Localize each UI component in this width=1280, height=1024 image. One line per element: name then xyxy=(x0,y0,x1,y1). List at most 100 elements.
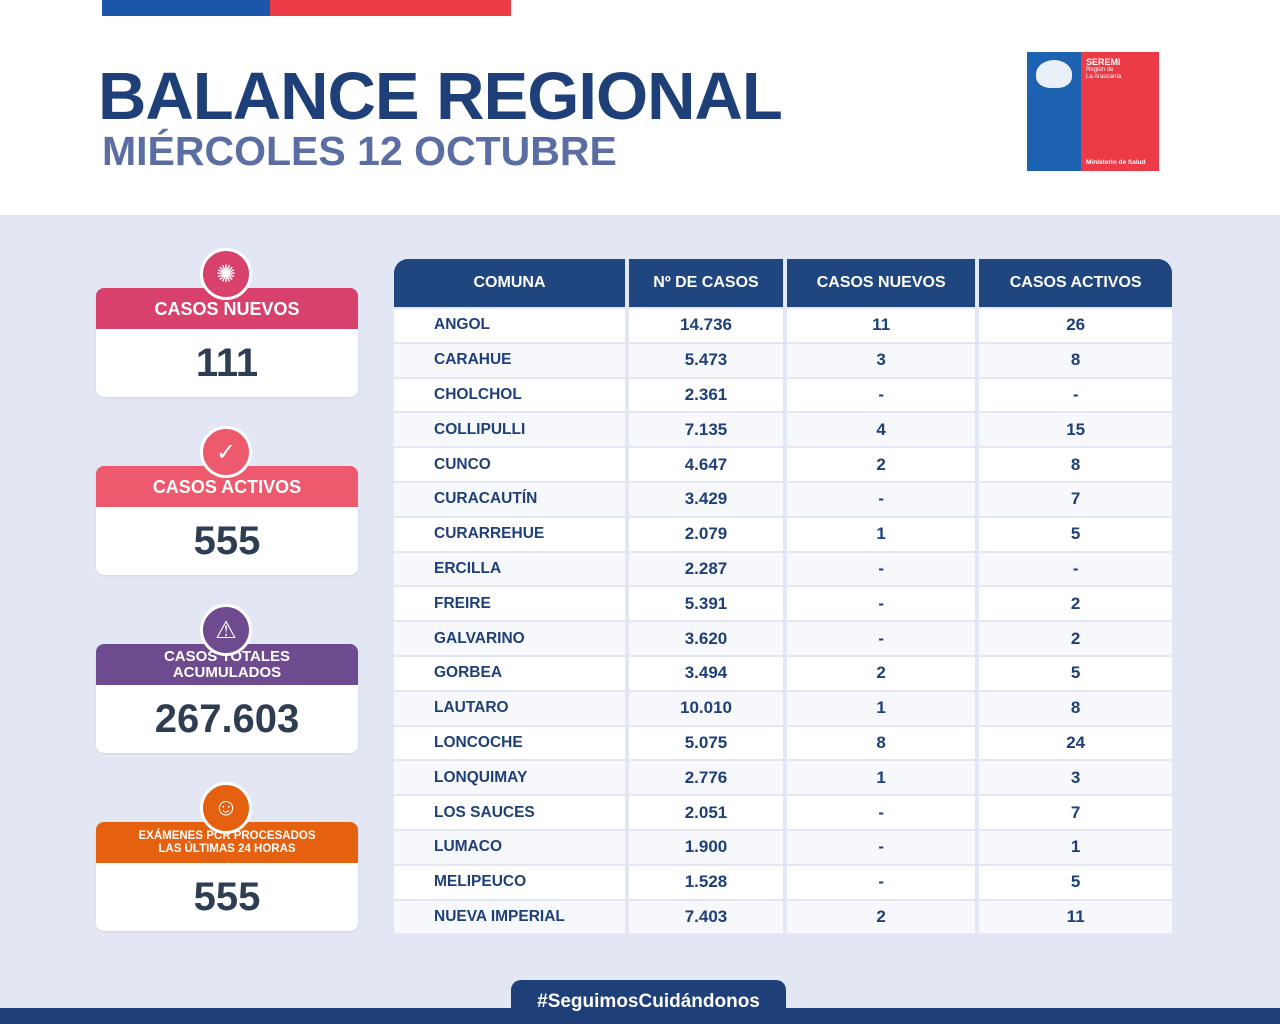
table-cell: CUNCO xyxy=(394,448,625,481)
table-row: COLLIPULLI 7.135 4 15 xyxy=(394,413,1172,447)
table-cell: 5.391 xyxy=(629,587,783,621)
flag-bar-red xyxy=(270,0,511,16)
table-cell: CURACAUTÍN xyxy=(394,482,625,516)
card-value: 267.603 xyxy=(154,696,300,741)
table-cell: COLLIPULLI xyxy=(394,413,625,447)
table-cell: 3 xyxy=(979,761,1172,795)
check-circle-icon: ✓ xyxy=(200,426,252,478)
table-cell: MELIPEUCO xyxy=(394,865,625,899)
table-row: ERCILLA 2.287- - xyxy=(394,552,1172,586)
table-cell: 8 xyxy=(787,726,976,760)
table-row: CHOLCHOL 2.361- - xyxy=(394,378,1172,412)
card-casos-nuevos: CASOS NUEVOS 111 xyxy=(96,288,358,397)
table-row: CUNCO 4.647 2 8 xyxy=(394,448,1172,481)
column-header: CASOS ACTIVOS xyxy=(979,259,1172,307)
table-cell: 8 xyxy=(979,343,1172,377)
table-cell: 5 xyxy=(979,865,1172,899)
table-cell: LAUTARO xyxy=(394,691,625,725)
column-header: CASOS NUEVOS xyxy=(787,259,976,307)
table-cell: 11 xyxy=(979,900,1172,934)
card-casos-activos: CASOS ACTIVOS 555 xyxy=(96,466,358,575)
coat-of-arms-icon xyxy=(1036,60,1072,88)
virus-icon: ✺ xyxy=(200,248,252,300)
table-cell: 2.287 xyxy=(629,552,783,586)
seremi-logo: SEREMI Región de La Araucanía Ministerio… xyxy=(1027,52,1159,171)
table-cell: 2.079 xyxy=(629,517,783,551)
table-cell: 3 xyxy=(787,343,976,377)
table-cell: LONCOCHE xyxy=(394,726,625,760)
table-row: FREIRE 5.391-2 xyxy=(394,587,1172,621)
table-row: LONCOCHE 5.075 8 24 xyxy=(394,726,1172,760)
table-cell: 5.473 xyxy=(629,343,783,377)
table-cell: CHOLCHOL xyxy=(394,378,625,412)
table-cell: - xyxy=(787,830,976,864)
card-casos-totales: CASOS TOTALES ACUMULADOS 267.603 xyxy=(96,644,358,753)
table-cell: ERCILLA xyxy=(394,552,625,586)
table-cell: GORBEA xyxy=(394,656,625,690)
pcr-swab-icon: ☺ xyxy=(200,782,252,834)
page-subtitle: MIÉRCOLES 12 OCTUBRE xyxy=(102,128,617,174)
table-cell: CARAHUE xyxy=(394,343,625,377)
table-row: ANGOL 14.736 11 26 xyxy=(394,309,1172,342)
table-cell: ANGOL xyxy=(394,309,625,342)
table-row: LONQUIMAY 2.776 1 3 xyxy=(394,761,1172,795)
card-value: 555 xyxy=(193,874,261,919)
column-header: Nº DE CASOS xyxy=(629,259,783,307)
table-cell: 5.075 xyxy=(629,726,783,760)
column-header: COMUNA xyxy=(394,259,625,307)
table-cell: CURARREHUE xyxy=(394,517,625,551)
table-row: GORBEA 3.494 2 5 xyxy=(394,656,1172,690)
table-cell: 26 xyxy=(979,309,1172,342)
table-cell: GALVARINO xyxy=(394,622,625,655)
table-row: CURARREHUE 2.079 1 5 xyxy=(394,517,1172,551)
table-cell: 7 xyxy=(979,796,1172,829)
table-row: LOS SAUCES 2.051-7 xyxy=(394,796,1172,829)
table-cell: LUMACO xyxy=(394,830,625,864)
table-cell: 3.620 xyxy=(629,622,783,655)
table-row: NUEVA IMPERIAL 7.403 2 11 xyxy=(394,900,1172,934)
table-cell: - xyxy=(979,552,1172,586)
table-cell: 1 xyxy=(787,761,976,795)
table-cell: 2 xyxy=(979,587,1172,621)
table-cell: - xyxy=(787,552,976,586)
table-cell: - xyxy=(787,378,976,412)
table-cell: LOS SAUCES xyxy=(394,796,625,829)
table-cell: 1.900 xyxy=(629,830,783,864)
logo-text: La Araucanía xyxy=(1086,74,1122,80)
table-cell: - xyxy=(787,482,976,516)
table-cell: 8 xyxy=(979,448,1172,481)
table-cell: - xyxy=(787,587,976,621)
comunas-table: COMUNA Nº DE CASOS CASOS NUEVOS CASOS ACTIV… xyxy=(390,257,1176,935)
table-cell: 11 xyxy=(787,309,976,342)
table-cell: 2.051 xyxy=(629,796,783,829)
table-cell: 10.010 xyxy=(629,691,783,725)
table-cell: - xyxy=(787,796,976,829)
card-value: 555 xyxy=(193,518,261,563)
table-cell: 2.776 xyxy=(629,761,783,795)
table-row: CARAHUE 5.473 3 8 xyxy=(394,343,1172,377)
table-cell: 14.736 xyxy=(629,309,783,342)
table-row: GALVARINO 3.620-2 xyxy=(394,622,1172,655)
table-row: MELIPEUCO 1.528-5 xyxy=(394,865,1172,899)
logo-text: SEREMI xyxy=(1086,57,1121,67)
virus-warning-icon: ⚠ xyxy=(200,604,252,656)
table-cell: 4.647 xyxy=(629,448,783,481)
table-cell: FREIRE xyxy=(394,587,625,621)
table-cell: 1 xyxy=(787,517,976,551)
flag-bar-blue xyxy=(102,0,270,16)
logo-text: Ministerio de Salud xyxy=(1086,159,1146,166)
table-cell: 2 xyxy=(787,448,976,481)
table-cell: 8 xyxy=(979,691,1172,725)
logo-text: Región de xyxy=(1086,67,1114,73)
hashtag: #SeguimosCuidándonos xyxy=(511,980,786,1024)
table-row: CURACAUTÍN 3.429-7 xyxy=(394,482,1172,516)
table-cell: 2 xyxy=(979,622,1172,655)
table-cell: 15 xyxy=(979,413,1172,447)
table-row: LUMACO 1.900-1 xyxy=(394,830,1172,864)
table-cell: - xyxy=(979,378,1172,412)
table-cell: 1 xyxy=(787,691,976,725)
table-cell: 1.528 xyxy=(629,865,783,899)
card-pcr: EXÁMENES PCR PROCESADOS LAS ÚLTIMAS 24 H… xyxy=(96,822,358,931)
card-value: 111 xyxy=(195,340,259,385)
table-cell: 7.403 xyxy=(629,900,783,934)
